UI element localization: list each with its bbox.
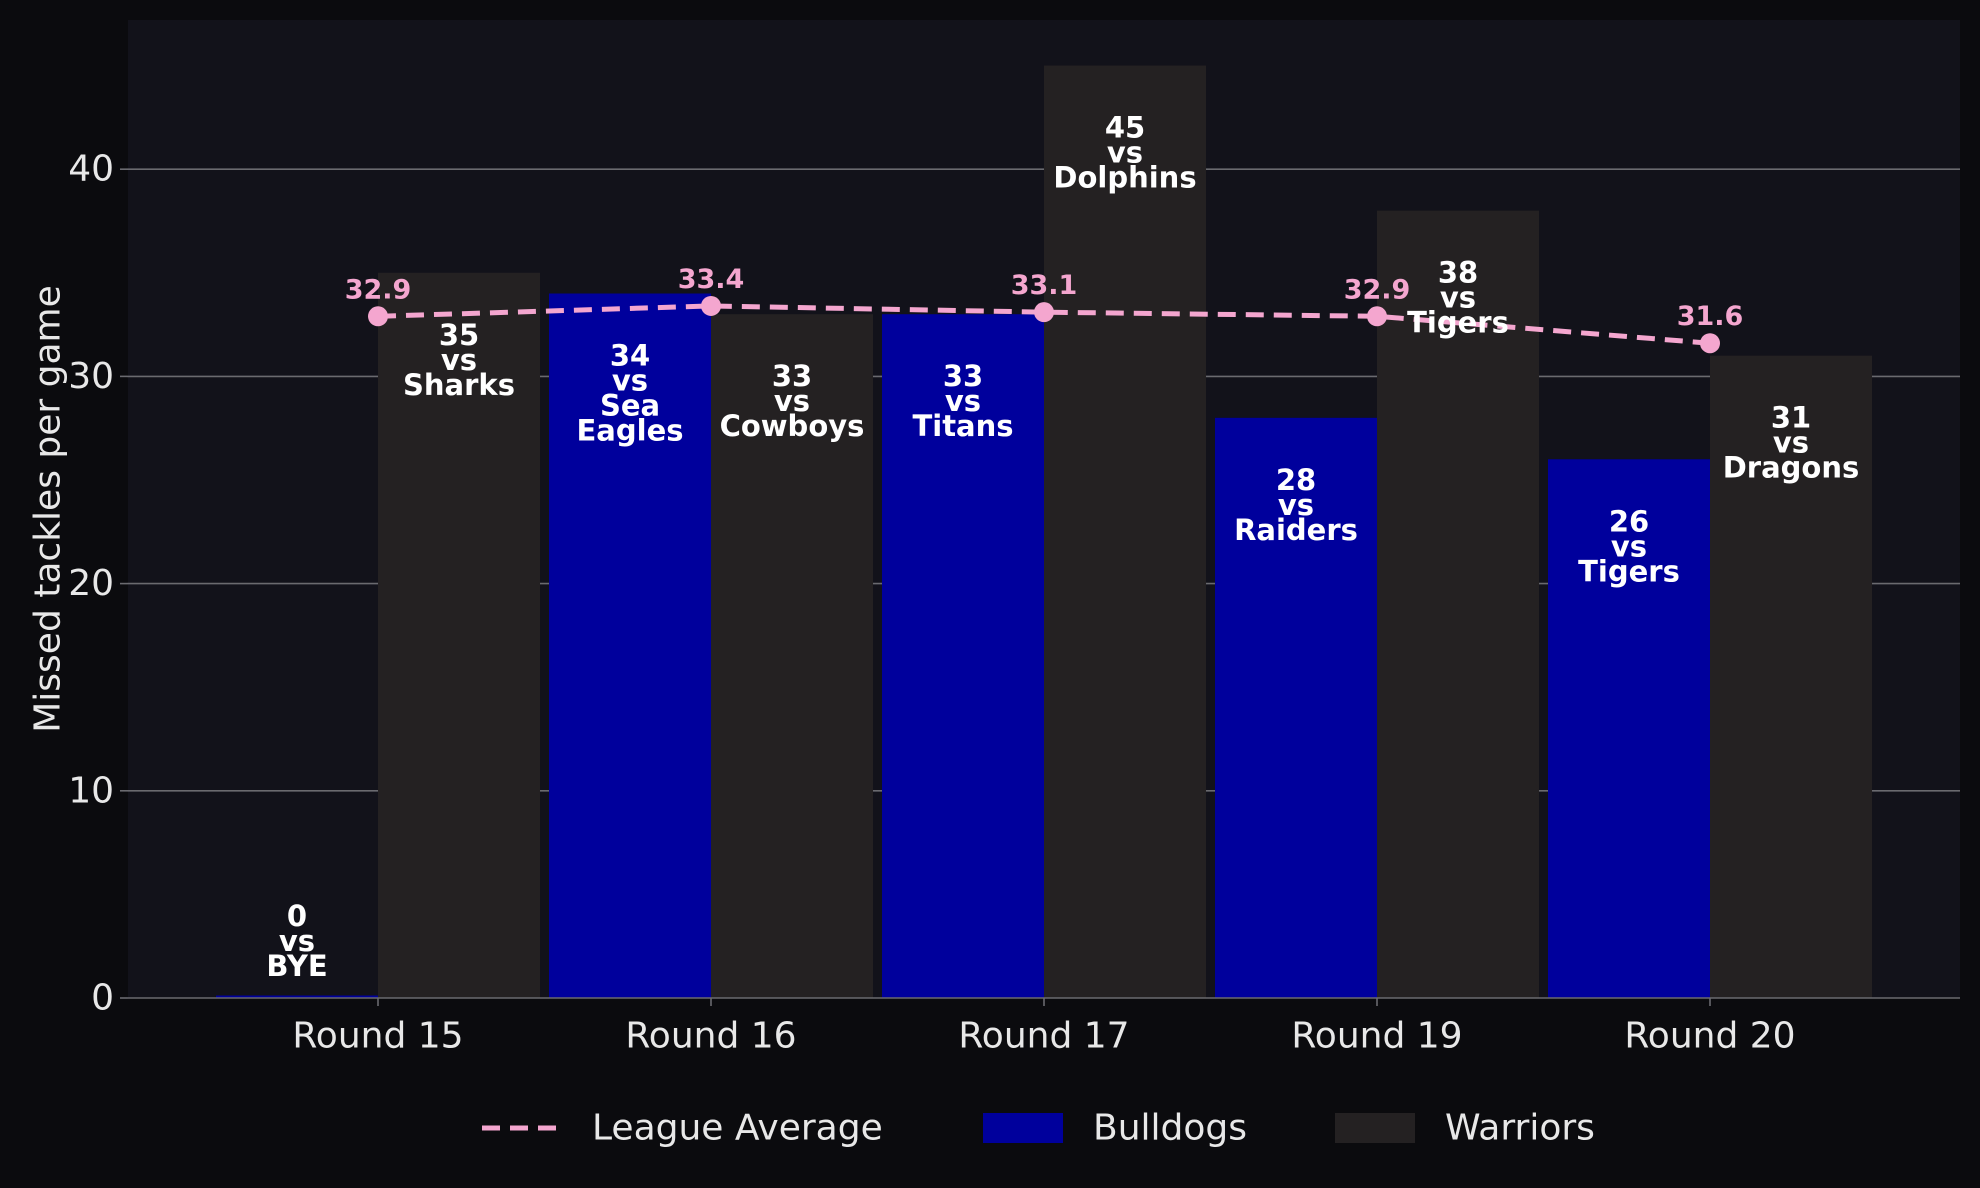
bar-label-line: 31 [1771, 401, 1811, 435]
bar-label-line: Raiders [1234, 513, 1358, 547]
bar-value-label: 35 vs Sharks [403, 318, 515, 402]
bars [216, 65, 1872, 999]
bar-label-line: 33 [943, 359, 983, 393]
bar-value-label: 0 vs BYE [266, 899, 327, 983]
legend-label-bulldogs: Bulldogs [1093, 1108, 1247, 1149]
bar-value-label: 31 vs Dragons [1723, 401, 1860, 485]
bar-label-line: vs [1440, 281, 1476, 315]
y-tick-label: 0 [91, 978, 114, 1019]
bar-label-line: vs [612, 364, 648, 398]
y-axis-label: Missed tackles per game [28, 285, 69, 733]
league-average-point [1367, 306, 1387, 327]
legend-swatch-bulldogs [983, 1113, 1063, 1143]
legend: League Average Bulldogs Warriors [482, 1108, 1595, 1149]
bar-warriors [378, 272, 540, 998]
y-tick-label: 10 [68, 770, 114, 811]
bar-label-line: Sea [600, 389, 660, 423]
legend-label-warriors: Warriors [1445, 1108, 1595, 1149]
league-average-point [701, 295, 721, 316]
bar-value-label: 38 vs Tigers [1407, 256, 1509, 340]
bar-label-line: 28 [1276, 463, 1316, 497]
league-average-line: 32.9 33.4 33.1 32.9 31.6 [345, 264, 1744, 354]
bar-warriors [1044, 65, 1206, 999]
bar-value-label: 33 vs Titans [912, 359, 1013, 443]
bar-label-line: Dragons [1723, 451, 1860, 485]
bar-value-label: 45 vs Dolphins [1053, 111, 1196, 195]
league-average-value-label: 32.9 [345, 274, 412, 305]
bar-label-line: 33 [772, 359, 812, 393]
bar-warriors [1710, 355, 1872, 998]
bar-value-label: 34 vs Sea Eagles [576, 339, 683, 448]
bar-label-line: vs [945, 384, 981, 418]
x-tick-label: Round 16 [625, 1016, 796, 1057]
bar-value-label: 28 vs Raiders [1234, 463, 1358, 547]
bar-warriors [1377, 210, 1539, 998]
y-tick-label: 30 [68, 356, 114, 397]
bar-label-line: vs [441, 343, 477, 377]
y-tick-label: 40 [68, 149, 114, 190]
bar-label-line: BYE [266, 949, 327, 983]
bar-warriors [711, 314, 873, 998]
league-average-value-label: 32.9 [1344, 274, 1411, 305]
bar-label-line: vs [1611, 529, 1647, 563]
league-average-value-label: 33.1 [1011, 270, 1078, 301]
bar-label-line: Eagles [576, 414, 683, 448]
bar-label-line: vs [1773, 426, 1809, 460]
league-average-point [1700, 333, 1720, 354]
bar-label-line: vs [1107, 136, 1143, 170]
bar-label-line: Tigers [1407, 306, 1509, 340]
x-tick-label: Round 15 [292, 1016, 463, 1057]
x-axis-ticks: Round 15 Round 16 Round 17 Round 19 Round 20 [292, 998, 1796, 1057]
bar-label-line: Cowboys [720, 409, 865, 443]
bar-label-line: Dolphins [1053, 161, 1196, 195]
bar-label-line: vs [279, 924, 315, 958]
x-tick-label: Round 19 [1291, 1016, 1462, 1057]
legend-label-league-average: League Average [592, 1108, 883, 1149]
x-tick-label: Round 20 [1624, 1016, 1795, 1057]
bar-label-line: 34 [610, 339, 650, 373]
league-average-point [1034, 302, 1054, 323]
x-tick-label: Round 17 [958, 1016, 1129, 1057]
bar-value-label: 26 vs Tigers [1578, 504, 1680, 588]
bar-bulldogs [1548, 459, 1710, 998]
y-tick-label: 20 [68, 563, 114, 604]
bar-label-line: 26 [1609, 504, 1649, 538]
league-average-value-label: 33.4 [678, 264, 745, 295]
bar-label-line: 38 [1438, 256, 1478, 290]
bar-label-line: 45 [1105, 111, 1145, 145]
bar-bulldogs [1215, 417, 1377, 998]
legend-swatch-warriors [1335, 1113, 1415, 1143]
league-average-value-label: 31.6 [1677, 301, 1744, 332]
bar-bulldogs [549, 293, 711, 998]
bar-label-line: 35 [439, 318, 479, 352]
y-axis-ticks: 0 10 20 30 40 [68, 149, 128, 1019]
bar-bulldogs [882, 314, 1044, 998]
league-average-point [368, 306, 388, 327]
bar-label-line: 0 [287, 899, 307, 933]
bar-label-line: Sharks [403, 368, 515, 402]
bar-label-line: vs [1278, 488, 1314, 522]
bar-label-line: vs [774, 384, 810, 418]
bar-label-line: Tigers [1578, 554, 1680, 588]
bar-label-line: Titans [912, 409, 1013, 443]
bar-value-label: 33 vs Cowboys [720, 359, 865, 443]
